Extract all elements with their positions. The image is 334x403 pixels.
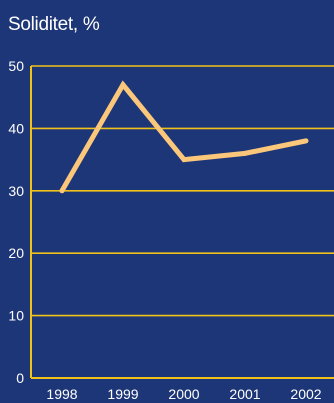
y-tick-label-10: 10 (8, 308, 24, 324)
data-point-1999 (120, 82, 126, 88)
series (59, 80, 309, 194)
data-point-2000 (181, 157, 187, 163)
x-tick-label-2001: 2001 (229, 386, 260, 402)
x-tick-label-1999: 1999 (107, 386, 138, 402)
x-tick-labels: 1998 1999 2000 2001 2002 (46, 386, 321, 402)
y-tick-label-20: 20 (8, 245, 24, 261)
series-line-0 (59, 80, 307, 193)
data-point-2002 (303, 138, 309, 144)
y-tick-label-30: 30 (8, 183, 24, 199)
chart-title: Soliditet, % (8, 14, 100, 35)
x-tick-label-2000: 2000 (168, 386, 199, 402)
grid-lines (31, 65, 334, 317)
y-tick-label-50: 50 (8, 58, 24, 74)
y-tick-labels: 0 10 20 30 40 50 (8, 58, 24, 386)
x-tick-label-1998: 1998 (46, 386, 77, 402)
data-point-1998 (59, 188, 65, 194)
axes (30, 66, 334, 379)
y-tick-label-0: 0 (16, 370, 24, 386)
data-point-2001 (242, 150, 248, 156)
y-tick-label-40: 40 (8, 120, 24, 136)
x-tick-label-2002: 2002 (290, 386, 321, 402)
